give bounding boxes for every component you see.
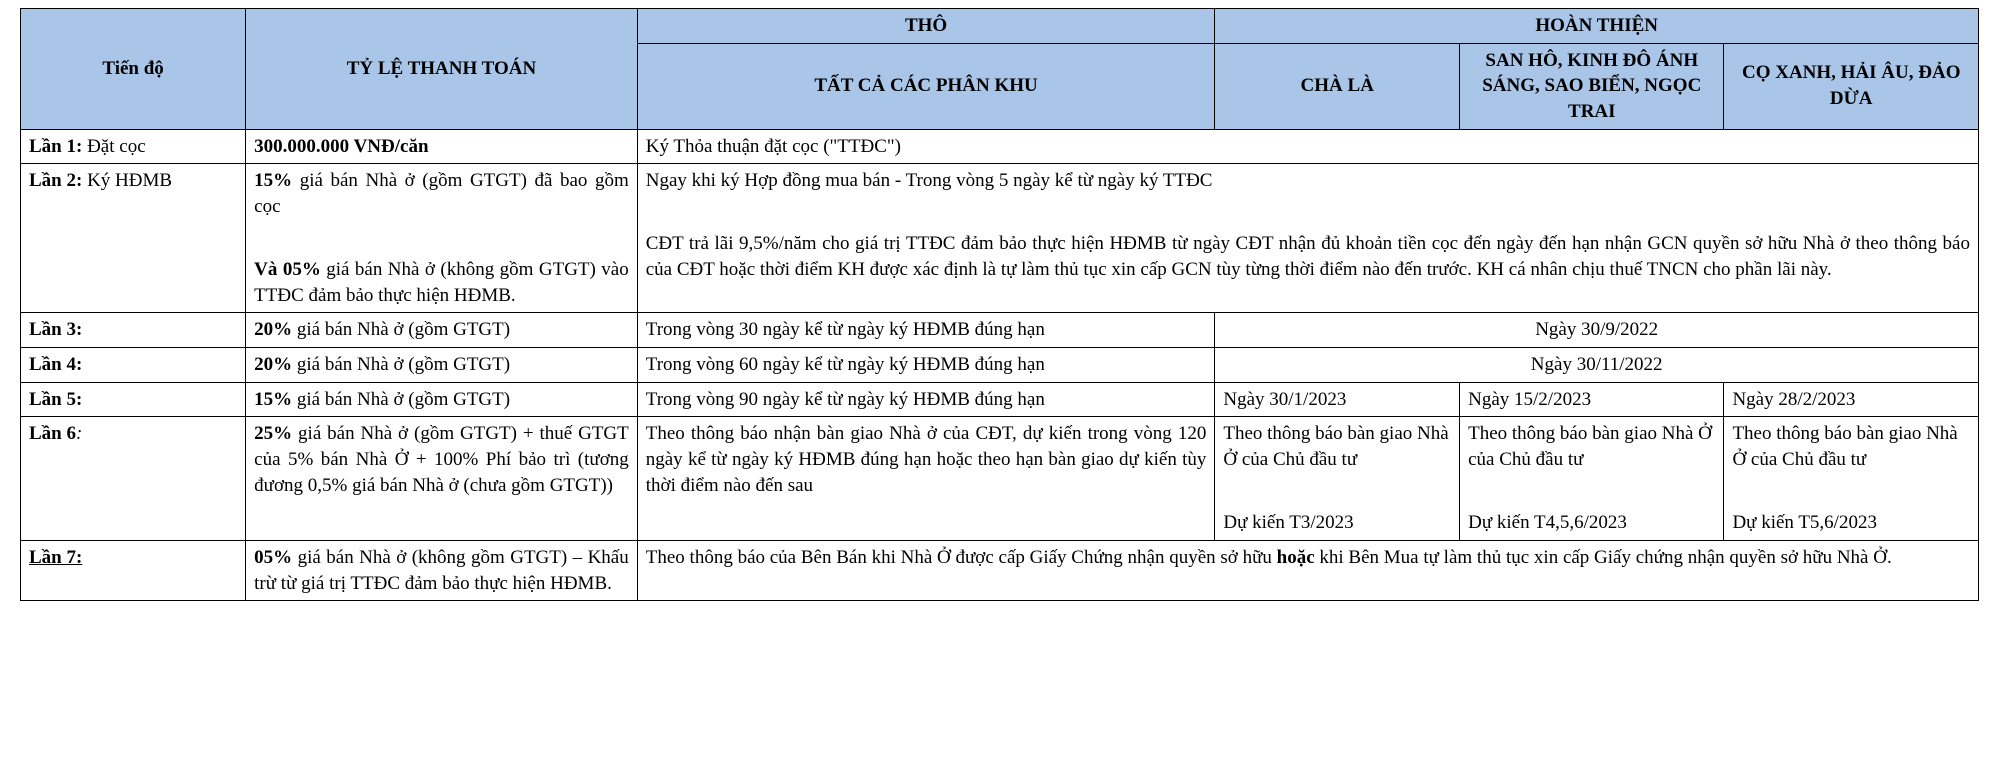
col-san-ho: SAN HÔ, KINH ĐÔ ÁNH SÁNG, SAO BIỂN, NGỌC… [1460, 43, 1724, 129]
lan7-desc-pre: Theo thông báo của Bên Bán khi Nhà Ở đượ… [646, 547, 1277, 568]
lan5-tho: Trong vòng 90 ngày kể từ ngày ký HĐMB đú… [637, 382, 1215, 417]
lan6-label-punct: : [76, 423, 82, 444]
lan5-c1: Ngày 30/1/2023 [1215, 382, 1460, 417]
lan2-label-bold: Lần 2: [29, 170, 82, 191]
lan3-tyle-bold: 20% [254, 319, 292, 340]
lan2-desc-p1: Ngay khi ký Hợp đồng mua bán - Trong vòn… [646, 168, 1970, 194]
lan5-tyle-rest: giá bán Nhà ở (gồm GTGT) [292, 389, 510, 410]
lan4-tyle-bold: 20% [254, 354, 292, 375]
lan2-desc: Ngay khi ký Hợp đồng mua bán - Trong vòn… [637, 164, 1978, 313]
lan2-label: Lần 2: Ký HĐMB [21, 164, 246, 313]
row-lan-2: Lần 2: Ký HĐMB 15% giá bán Nhà ở (gồm GT… [21, 164, 1979, 313]
lan6-tyle-bold: 25% [254, 423, 292, 444]
lan5-tyle: 15% giá bán Nhà ở (gồm GTGT) [246, 382, 638, 417]
row-lan-7: Lần 7: 05% giá bán Nhà ở (không gồm GTGT… [21, 540, 1979, 600]
lan1-label: Lần 1: Đặt cọc [21, 129, 246, 164]
lan6-c1-p1: Theo thông báo bàn giao Nhà Ở của Chủ đầ… [1223, 421, 1451, 472]
lan2-label-rest: Ký HĐMB [82, 170, 172, 191]
lan2-tyle-p2-bold: Và 05% [254, 259, 321, 280]
lan2-tyle: 15% giá bán Nhà ở (gồm GTGT) đã bao gồm … [246, 164, 638, 313]
lan7-tyle-rest: giá bán Nhà ở (không gồm GTGT) – Khấu tr… [254, 547, 629, 594]
lan6-c3-p1: Theo thông báo bàn giao Nhà Ở của Chủ đầ… [1732, 421, 1970, 472]
lan4-tho: Trong vòng 60 ngày kể từ ngày ký HĐMB đú… [637, 348, 1215, 383]
lan7-tyle-bold: 05% [254, 547, 292, 568]
row-lan-6: Lần 6: 25% giá bán Nhà ở (gồm GTGT) + th… [21, 417, 1979, 541]
lan1-label-bold: Lần 1: [29, 136, 82, 157]
lan6-c2-p2: Dự kiến T4,5,6/2023 [1468, 510, 1715, 536]
lan3-tho: Trong vòng 30 ngày kể từ ngày ký HĐMB đú… [637, 313, 1215, 348]
lan3-label: Lần 3: [21, 313, 246, 348]
lan6-tyle: 25% giá bán Nhà ở (gồm GTGT) + thuế GTGT… [246, 417, 638, 541]
lan6-c1-p2: Dự kiến T3/2023 [1223, 510, 1451, 536]
row-lan-1: Lần 1: Đặt cọc 300.000.000 VNĐ/căn Ký Th… [21, 129, 1979, 164]
col-ty-le: TỶ LỆ THANH TOÁN [246, 9, 638, 130]
lan7-label: Lần 7: [21, 540, 246, 600]
lan6-tyle-rest: giá bán Nhà ở (gồm GTGT) + thuế GTGT của… [254, 423, 629, 495]
row-lan-3: Lần 3: 20% giá bán Nhà ở (gồm GTGT) Tron… [21, 313, 1979, 348]
lan1-desc: Ký Thỏa thuận đặt cọc ("TTĐC") [637, 129, 1978, 164]
lan7-desc-bold: hoặc [1277, 547, 1315, 568]
lan5-c2: Ngày 15/2/2023 [1460, 382, 1724, 417]
lan6-label: Lần 6: [21, 417, 246, 541]
header-row-1: Tiến độ TỶ LỆ THANH TOÁN THÔ HOÀN THIỆN [21, 9, 1979, 44]
col-tien-do: Tiến độ [21, 9, 246, 130]
lan6-c2: Theo thông báo bàn giao Nhà Ở của Chủ đầ… [1460, 417, 1724, 541]
lan6-c2-p1: Theo thông báo bàn giao Nhà Ở của Chủ đầ… [1468, 421, 1715, 472]
lan4-ht: Ngày 30/11/2022 [1215, 348, 1979, 383]
lan6-c3: Theo thông báo bàn giao Nhà Ở của Chủ đầ… [1724, 417, 1979, 541]
col-co-xanh: CỌ XANH, HẢI ÂU, ĐẢO DỪA [1724, 43, 1979, 129]
lan1-label-rest: Đặt cọc [82, 136, 145, 157]
col-tat-ca: TẤT CẢ CÁC PHÂN KHU [637, 43, 1215, 129]
lan4-tyle-rest: giá bán Nhà ở (gồm GTGT) [292, 354, 510, 375]
lan3-ht: Ngày 30/9/2022 [1215, 313, 1979, 348]
lan6-label-bold: Lần 6 [29, 423, 76, 444]
lan5-c3: Ngày 28/2/2023 [1724, 382, 1979, 417]
lan3-tyle: 20% giá bán Nhà ở (gồm GTGT) [246, 313, 638, 348]
lan5-tyle-bold: 15% [254, 389, 292, 410]
lan2-tyle-p1-bold: 15% [254, 170, 292, 191]
row-lan-4: Lần 4: 20% giá bán Nhà ở (gồm GTGT) Tron… [21, 348, 1979, 383]
col-hoan-thien: HOÀN THIỆN [1215, 9, 1979, 44]
row-lan-5: Lần 5: 15% giá bán Nhà ở (gồm GTGT) Tron… [21, 382, 1979, 417]
lan7-label-text: Lần 7: [29, 547, 82, 568]
lan6-c3-p2: Dự kiến T5,6/2023 [1732, 510, 1970, 536]
lan7-desc: Theo thông báo của Bên Bán khi Nhà Ở đượ… [637, 540, 1978, 600]
lan7-desc-post: khi Bên Mua tự làm thủ tục xin cấp Giấy … [1315, 547, 1892, 568]
payment-schedule-table: Tiến độ TỶ LỆ THANH TOÁN THÔ HOÀN THIỆN … [20, 8, 1979, 601]
lan4-tyle: 20% giá bán Nhà ở (gồm GTGT) [246, 348, 638, 383]
lan6-tho: Theo thông báo nhận bàn giao Nhà ở của C… [637, 417, 1215, 541]
lan5-label: Lần 5: [21, 382, 246, 417]
lan2-tyle-p1-rest: giá bán Nhà ở (gồm GTGT) đã bao gồm cọc [254, 170, 629, 217]
lan2-desc-p2: CĐT trả lãi 9,5%/năm cho giá trị TTĐC đả… [646, 231, 1970, 282]
col-cha-la: CHÀ LÀ [1215, 43, 1460, 129]
lan6-c1: Theo thông báo bàn giao Nhà Ở của Chủ đầ… [1215, 417, 1460, 541]
col-tho: THÔ [637, 9, 1215, 44]
lan7-tyle: 05% giá bán Nhà ở (không gồm GTGT) – Khấ… [246, 540, 638, 600]
lan1-tyle: 300.000.000 VNĐ/căn [246, 129, 638, 164]
lan3-tyle-rest: giá bán Nhà ở (gồm GTGT) [292, 319, 510, 340]
lan4-label: Lần 4: [21, 348, 246, 383]
